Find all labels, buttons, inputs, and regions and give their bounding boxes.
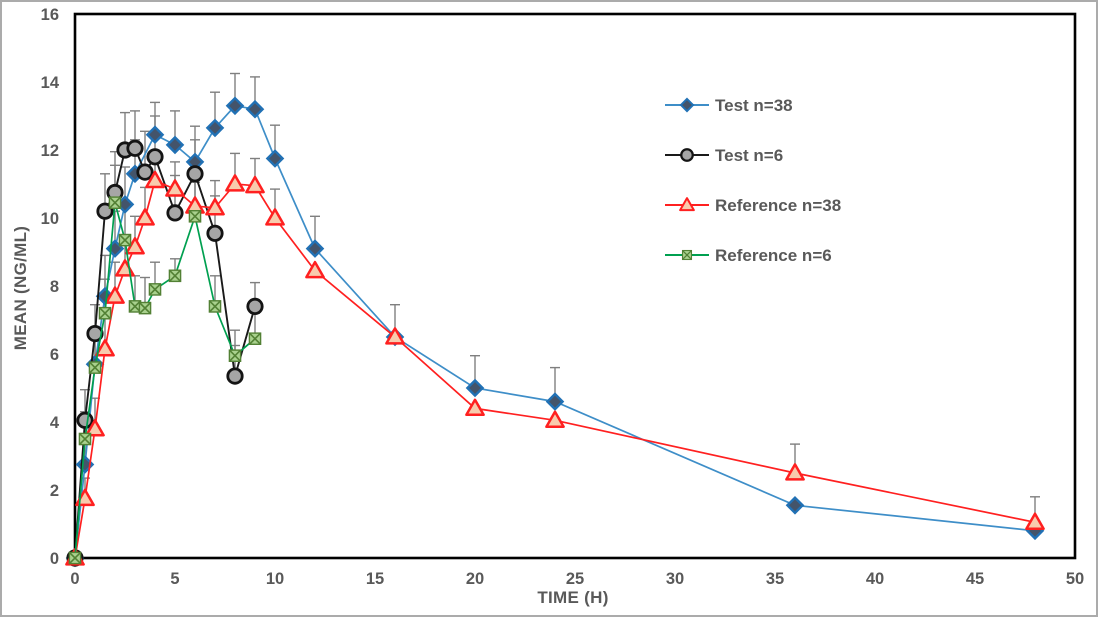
- x-tick-label: 5: [170, 570, 179, 588]
- x-tick-label: 10: [266, 570, 284, 588]
- x-tick-label: 40: [866, 570, 884, 588]
- series-reference-n-38: [65, 170, 1045, 566]
- x-tick-label: 0: [70, 570, 79, 588]
- y-tick-label: 0: [50, 550, 59, 568]
- legend-item-reference-n-6: [665, 249, 709, 261]
- x-tick-label: 35: [766, 570, 784, 588]
- x-tick-label: 50: [1066, 570, 1084, 588]
- legend-label: Test n=6: [715, 146, 783, 165]
- legend-item-test-n-38: [665, 97, 709, 113]
- x-tick-label: 45: [966, 570, 984, 588]
- y-tick-label: 14: [41, 74, 60, 92]
- legend-label: Test n=38: [715, 96, 793, 115]
- y-tick-label: 8: [50, 278, 59, 296]
- legend-item-reference-n-38: [665, 197, 709, 212]
- y-tick-label: 4: [50, 414, 60, 432]
- y-tick-label: 12: [41, 142, 59, 160]
- legend-item-test-n-6: [665, 148, 709, 162]
- y-axis-title: MEAN (NG/ML): [11, 225, 30, 351]
- legend-label: Reference n=6: [715, 246, 832, 265]
- x-tick-label: 20: [466, 570, 484, 588]
- y-tick-label: 10: [41, 210, 59, 228]
- y-tick-label: 6: [50, 346, 59, 364]
- x-tick-label: 25: [566, 570, 584, 588]
- x-axis-title: TIME (H): [537, 588, 609, 607]
- y-tick-label: 2: [50, 482, 59, 500]
- x-tick-label: 30: [666, 570, 684, 588]
- legend-label: Reference n=38: [715, 196, 841, 215]
- x-tick-label: 15: [366, 570, 384, 588]
- legend: [665, 97, 709, 261]
- series-test-n-38: [65, 96, 1045, 568]
- plot-border: [73, 12, 1077, 560]
- y-tick-label: 16: [41, 6, 59, 24]
- series-reference-n-6: [68, 196, 262, 565]
